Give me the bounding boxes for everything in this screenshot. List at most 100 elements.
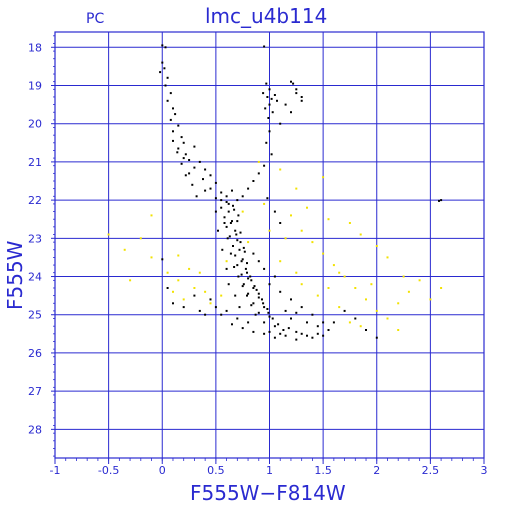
black-star-point	[327, 329, 330, 331]
y-tick-labels: 18 19 20 21 22 23 24 25 26 27 28	[28, 41, 42, 436]
black-star-point	[161, 61, 164, 64]
black-star-point	[279, 122, 282, 125]
yellow-star-point	[386, 317, 389, 320]
black-star-point	[343, 309, 346, 312]
black-star-point	[290, 80, 292, 83]
x-tick-label: 3	[481, 464, 488, 477]
black-star-point	[255, 288, 258, 291]
yellow-star-point	[279, 168, 282, 171]
black-star-point	[273, 336, 276, 339]
black-star-point	[261, 298, 263, 301]
yellow-star-point	[284, 237, 287, 240]
y-tick-label: 25	[28, 309, 42, 322]
black-star-point	[238, 248, 241, 251]
yellow-star-point	[375, 309, 378, 312]
black-star-point	[236, 199, 239, 202]
black-star-point	[263, 267, 266, 270]
black-star-point	[217, 229, 219, 232]
black-star-point	[270, 153, 273, 156]
black-star-point	[244, 267, 247, 270]
black-star-point	[271, 317, 274, 320]
yellow-star-point	[359, 233, 362, 236]
black-star-point	[306, 321, 308, 324]
black-star-point	[235, 233, 238, 236]
black-star-point	[273, 210, 276, 213]
black-star-point	[316, 325, 319, 328]
black-star-point	[163, 67, 166, 70]
black-star-point	[266, 197, 269, 200]
yellow-star-point	[397, 329, 400, 331]
black-star-point	[247, 292, 250, 295]
x-tick-labels: -1 -0.5 0 0.5 1 1.5 2 2.5 3	[50, 464, 488, 477]
black-star-point	[273, 275, 276, 278]
black-star-point	[214, 210, 217, 213]
black-star-point	[164, 84, 167, 87]
black-star-point	[234, 294, 237, 297]
black-star-point	[172, 302, 174, 305]
yellow-star-point	[311, 241, 314, 244]
black-star-point	[237, 275, 240, 278]
yellow-star-point	[139, 237, 142, 240]
yellow-star-point	[209, 302, 212, 305]
black-star-point	[240, 260, 243, 263]
black-star-point	[188, 172, 191, 175]
yellow-star-point	[397, 302, 400, 305]
black-star-point	[174, 113, 177, 116]
black-star-point	[279, 290, 282, 293]
black-star-point	[311, 336, 314, 339]
black-star-point	[264, 107, 267, 110]
yellow-star-point	[375, 245, 378, 247]
black-star-point	[166, 287, 169, 289]
yellow-star-point	[177, 279, 180, 282]
black-star-point	[214, 181, 217, 184]
black-star-point	[311, 313, 314, 316]
black-star-point	[295, 92, 298, 95]
black-star-point	[267, 117, 270, 119]
black-star-point	[182, 141, 185, 144]
black-star-point	[300, 332, 303, 335]
black-star-point	[268, 283, 271, 286]
black-star-point	[231, 220, 233, 223]
black-star-point	[236, 317, 239, 320]
black-star-point	[257, 296, 260, 299]
black-star-point	[239, 241, 242, 244]
black-star-point	[257, 260, 260, 263]
yellow-star-point	[322, 176, 325, 179]
black-star-point	[273, 94, 276, 96]
black-star-point	[273, 325, 276, 328]
yellow-star-point	[220, 294, 223, 297]
x-tick-label: -1	[50, 464, 61, 477]
black-star-point	[204, 189, 207, 192]
black-star-point	[220, 313, 223, 316]
black-star-point	[238, 306, 241, 309]
yellow-star-point	[198, 271, 201, 274]
black-star-point	[233, 208, 236, 211]
yellow-star-point	[279, 260, 282, 263]
black-star-point	[231, 323, 233, 326]
black-star-point	[191, 183, 194, 186]
black-star-point	[240, 273, 243, 276]
yellow-star-point	[107, 233, 110, 236]
black-star-point	[290, 111, 292, 114]
black-star-point	[161, 258, 164, 261]
yellow-star-point	[123, 248, 126, 251]
black-star-point	[277, 323, 280, 326]
black-star-point	[250, 279, 253, 282]
black-star-point	[198, 160, 201, 163]
black-star-point	[177, 147, 180, 150]
black-star-point	[166, 76, 169, 79]
black-star-point	[169, 118, 172, 121]
black-star-point	[241, 327, 244, 330]
black-star-point	[241, 285, 244, 288]
black-star-point	[220, 206, 223, 209]
black-star-point	[237, 214, 240, 217]
black-star-point	[225, 267, 228, 270]
black-star-point	[236, 220, 239, 223]
yellow-star-point	[241, 210, 244, 213]
y-tick-label: 19	[28, 79, 42, 92]
yellow-star-point	[193, 287, 196, 289]
yellow-star-point	[327, 287, 330, 289]
y-tick-label: 22	[28, 194, 42, 207]
y-tick-label: 21	[28, 156, 42, 169]
yellow-star-point	[166, 271, 169, 274]
